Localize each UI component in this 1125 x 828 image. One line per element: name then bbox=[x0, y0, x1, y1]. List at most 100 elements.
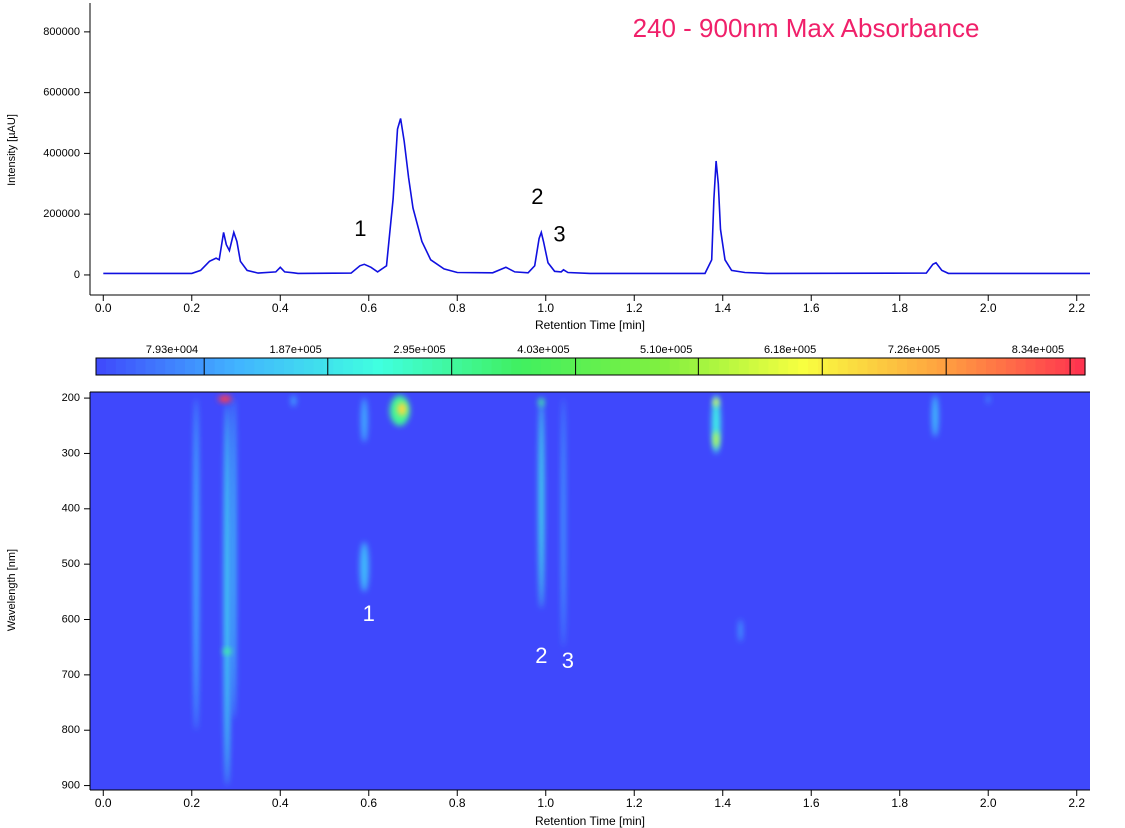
heatmap-spot bbox=[931, 395, 939, 437]
heatmap-spot bbox=[222, 648, 232, 655]
colorbar-step bbox=[768, 358, 780, 375]
colorbar-step bbox=[817, 358, 829, 375]
colorbar-step bbox=[521, 358, 532, 375]
colorbar-step bbox=[194, 358, 206, 375]
colorbar-step bbox=[115, 358, 127, 375]
heatmap-background bbox=[90, 392, 1090, 790]
colorbar-step bbox=[995, 358, 1007, 375]
peak-label: 3 bbox=[562, 648, 574, 673]
colorbar-label: 5.10e+005 bbox=[640, 344, 692, 356]
y-tick-label: 400 bbox=[62, 503, 80, 515]
colorbar-step bbox=[946, 358, 958, 375]
colorbar-step bbox=[758, 358, 770, 375]
colorbar-step bbox=[402, 358, 414, 375]
colorbar-step bbox=[1055, 358, 1066, 375]
colorbar-step bbox=[887, 358, 898, 375]
colorbar-step bbox=[491, 358, 503, 375]
peak-label: 2 bbox=[535, 643, 547, 668]
colorbar-step bbox=[976, 358, 987, 375]
heatmap-spot bbox=[291, 395, 296, 407]
heatmap-spot bbox=[561, 398, 566, 648]
x-tick-label: 1.0 bbox=[537, 301, 554, 315]
heatmap-spot bbox=[713, 398, 719, 407]
colorbar-label: 2.95e+005 bbox=[393, 344, 445, 356]
colorbar-step bbox=[936, 358, 948, 375]
colorbar-step bbox=[363, 358, 374, 375]
colorbar-step bbox=[323, 358, 334, 375]
colorbar-step bbox=[986, 358, 997, 375]
colorbar-label: 7.26e+005 bbox=[888, 344, 940, 356]
y-tick-label: 600000 bbox=[43, 87, 80, 99]
heatmap-spot bbox=[231, 398, 237, 720]
colorbar-step bbox=[432, 358, 443, 375]
x-axis-label: Retention Time [min] bbox=[535, 318, 645, 332]
colorbar-step bbox=[926, 358, 938, 375]
colorbar-step bbox=[293, 358, 305, 375]
colorbar-step bbox=[264, 358, 275, 375]
colorbar-step bbox=[639, 358, 651, 375]
x-tick-label: 1.4 bbox=[714, 301, 731, 315]
colorbar-step bbox=[481, 358, 493, 375]
heatmap-spot bbox=[538, 398, 544, 609]
y-tick-label: 900 bbox=[62, 779, 80, 791]
heatmap-spot bbox=[986, 395, 990, 404]
x-tick-label: 0.4 bbox=[272, 301, 289, 315]
colorbar-step bbox=[313, 358, 325, 375]
heatmap-spot bbox=[193, 398, 199, 731]
colorbar-step bbox=[837, 358, 849, 375]
x-tick-label: 0.4 bbox=[272, 796, 289, 810]
colorbar-step bbox=[1045, 358, 1056, 375]
colorbar-step bbox=[798, 358, 809, 375]
colorbar-step bbox=[303, 358, 315, 375]
x-tick-label: 1.8 bbox=[891, 796, 908, 810]
colorbar-step bbox=[105, 358, 117, 375]
colorbar-label: 6.18e+005 bbox=[764, 344, 816, 356]
colorbar-step bbox=[501, 358, 512, 375]
colorbar-step bbox=[649, 358, 661, 375]
colorbar-step bbox=[580, 358, 592, 375]
colorbar-step bbox=[214, 358, 226, 375]
x-tick-label: 0.2 bbox=[183, 796, 200, 810]
x-tick-label: 2.0 bbox=[980, 796, 997, 810]
x-tick-label: 2.0 bbox=[980, 301, 997, 315]
colorbar-step bbox=[550, 358, 562, 375]
chart-title: 240 - 900nm Max Absorbance bbox=[633, 13, 980, 43]
colorbar-step bbox=[669, 358, 681, 375]
y-tick-label: 200 bbox=[62, 392, 80, 404]
colorbar-step bbox=[204, 358, 216, 375]
colorbar-step bbox=[699, 358, 710, 375]
x-tick-label: 1.4 bbox=[714, 796, 731, 810]
colorbar-step bbox=[827, 358, 839, 375]
colorbar-step bbox=[372, 358, 384, 375]
x-tick-label: 0.6 bbox=[360, 301, 377, 315]
y-tick-label: 800000 bbox=[43, 26, 80, 38]
x-tick-label: 0.8 bbox=[449, 796, 466, 810]
colorbar-step bbox=[471, 358, 483, 375]
y-tick-label: 500 bbox=[62, 558, 80, 570]
x-tick-label: 1.8 bbox=[891, 301, 908, 315]
y-axis-label: Wavelength [nm] bbox=[6, 549, 18, 631]
x-axis-label: Retention Time [min] bbox=[535, 814, 645, 828]
colorbar-step bbox=[906, 358, 918, 375]
colorbar-step bbox=[808, 358, 819, 375]
y-tick-label: 600 bbox=[62, 613, 80, 625]
y-tick-label: 200000 bbox=[43, 208, 80, 220]
colorbar-step bbox=[224, 358, 236, 375]
colorbar-label: 8.34e+005 bbox=[1012, 344, 1064, 356]
colorbar-step bbox=[788, 358, 799, 375]
colorbar-step bbox=[244, 358, 255, 375]
colorbar-label: 1.87e+005 bbox=[269, 344, 321, 356]
colorbar-step bbox=[867, 358, 878, 375]
y-tick-label: 800 bbox=[62, 724, 80, 736]
peak-label: 1 bbox=[363, 601, 375, 626]
heatmap-spot bbox=[713, 431, 719, 448]
x-tick-label: 0.2 bbox=[183, 301, 200, 315]
x-tick-label: 1.6 bbox=[803, 301, 820, 315]
x-tick-label: 0.0 bbox=[95, 301, 112, 315]
heatmap-spot bbox=[359, 542, 369, 592]
colorbar-step bbox=[857, 358, 869, 375]
heatmap-spot bbox=[218, 395, 232, 403]
colorbar-step bbox=[847, 358, 859, 375]
colorbar-step bbox=[738, 358, 750, 375]
